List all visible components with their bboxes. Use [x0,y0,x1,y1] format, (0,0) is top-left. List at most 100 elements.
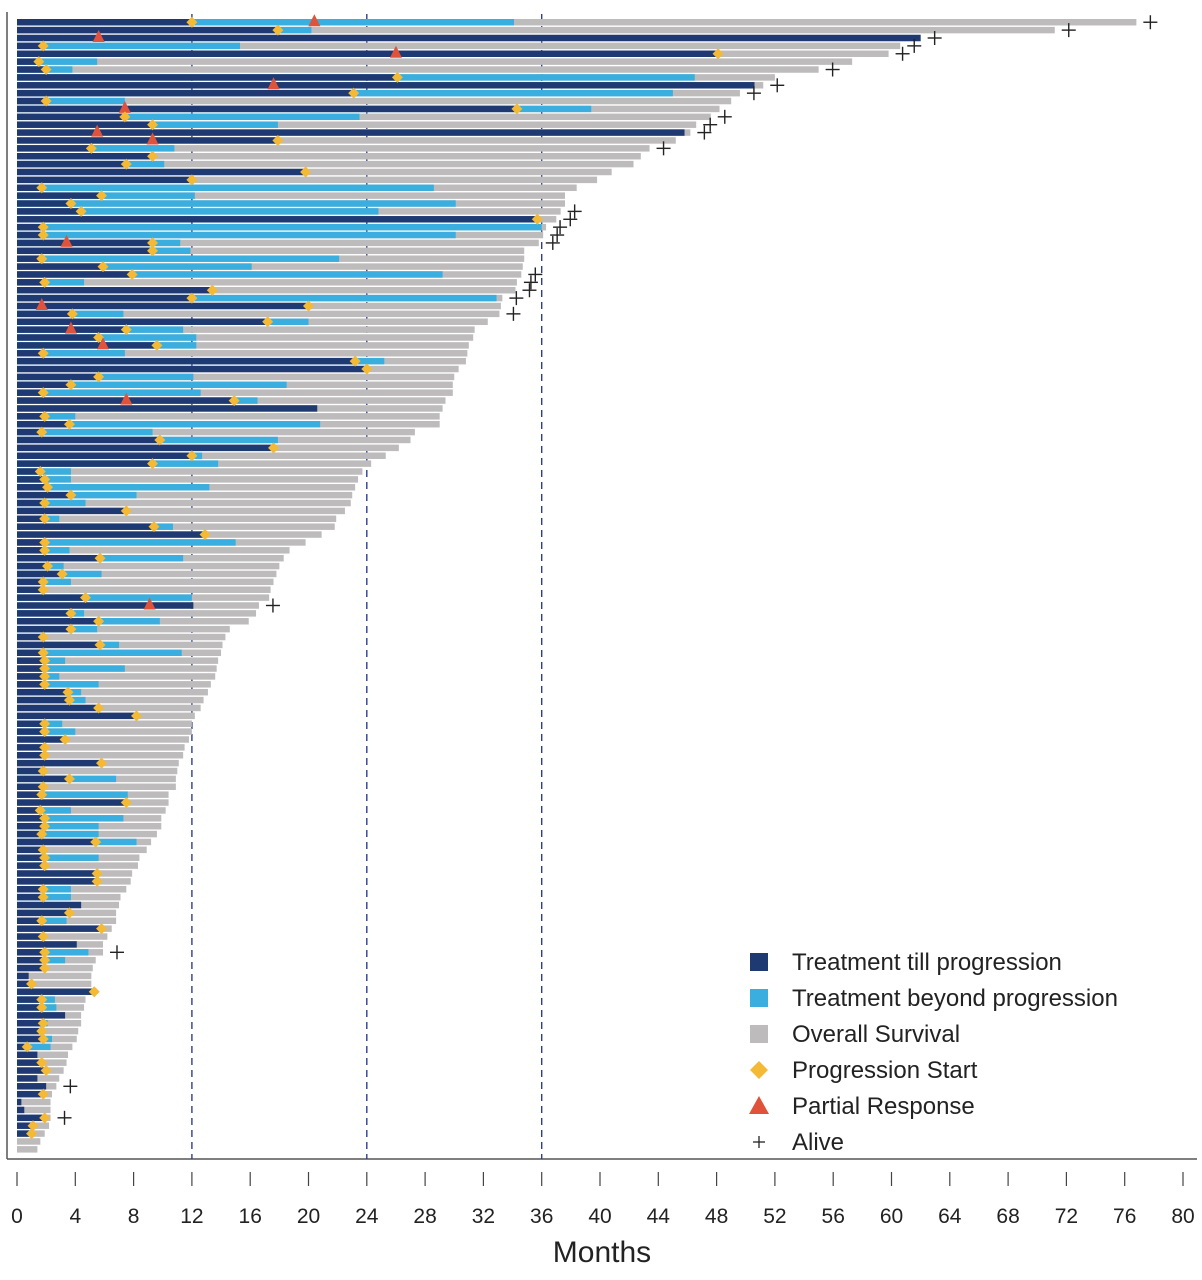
partial-response-marker [308,14,321,27]
progression-start-marker [36,182,48,194]
progression-start-marker [39,497,51,509]
progression-start-marker [91,867,103,879]
progression-start-marker [147,458,159,470]
treatment-till-progression-bar [17,420,70,428]
treatment-beyond-bar [17,381,287,389]
treatment-beyond-bar [17,791,128,798]
partial-response-marker [35,297,48,310]
os-bar [17,933,108,940]
progression-start-marker [36,789,48,801]
x-tick-label: 52 [763,1205,786,1228]
treatment-till-progression-bar [17,712,137,720]
treatment-beyond-bar [17,58,98,65]
treatment-till-progression-bar [17,255,42,262]
os-bar [17,239,539,247]
treatment-till-progression-bar [17,838,96,846]
treatment-beyond-bar [17,815,124,822]
treatment-till-progression-bar [17,223,44,231]
progression-start-marker [120,505,132,517]
progression-start-marker [147,245,159,257]
treatment-beyond-bar [17,1043,51,1051]
progression-start-marker [39,670,51,682]
treatment-till-progression-bar [17,783,44,791]
progression-start-marker [272,24,284,36]
os-bar [17,145,650,152]
os-bar [17,578,274,586]
progression-start-marker [39,954,51,966]
treatment-till-progression-bar [17,302,309,310]
progression-start-marker [75,205,87,217]
treatment-till-progression-bar [17,1083,47,1090]
progression-start-marker [36,994,48,1006]
os-bar [17,373,455,381]
progression-start-marker [154,434,166,446]
treatment-beyond-bar [17,97,125,105]
os-bar [17,263,523,270]
progression-start-marker [33,56,45,68]
progression-start-marker [40,95,52,107]
x-tick-label: 36 [530,1205,553,1228]
os-bar [17,499,351,507]
plot-frame [6,12,1197,1160]
progression-start-marker [39,544,51,556]
progression-start-marker [27,1120,39,1132]
treatment-beyond-bar [17,42,240,50]
treatment-beyond-bar [17,681,99,688]
treatment-beyond-bar [17,484,210,491]
os-bar [17,66,819,73]
x-tick-label: 28 [413,1205,436,1228]
progression-start-marker [37,1033,49,1045]
progression-start-marker [36,253,48,265]
treatment-till-progression-bar [17,484,48,491]
os-bar [17,507,345,515]
x-tick-label: 32 [472,1205,495,1228]
x-tick-label: 4 [69,1205,81,1228]
x-tick-label: 68 [996,1205,1019,1228]
treatment-till-progression-bar [17,554,101,562]
progression-start-marker [93,615,105,627]
treatment-till-progression-bar [17,491,71,499]
os-bar [17,610,257,617]
treatment-beyond-bar [17,350,125,357]
treatment-till-progression-bar [17,901,82,909]
progression-start-marker [39,513,51,525]
progression-start-marker [36,1057,48,1069]
progression-start-marker [39,276,51,288]
treatment-beyond-bar [17,271,443,278]
treatment-till-progression-bar [17,294,192,302]
treatment-till-progression-bar [17,949,45,956]
x-tick-label: 76 [1113,1205,1136,1228]
os-bar [17,673,216,680]
treatment-till-progression-bar [17,113,125,121]
treatment-beyond-bar [17,822,99,830]
treatment-till-progression-bar [17,862,45,869]
treatment-till-progression-bar [17,830,42,838]
os-bar [17,192,566,199]
treatment-till-progression-bar [17,578,44,586]
treatment-till-progression-bar [17,641,101,649]
os-bar [17,247,525,255]
progression-start-marker [348,87,360,99]
partial-response-marker [60,234,73,247]
x-tick-label: 44 [647,1205,671,1228]
progression-start-marker [63,773,75,785]
progression-start-marker [37,576,49,588]
treatment-beyond-bar [17,491,137,499]
treatment-till-progression-bar [17,807,41,814]
partial-response-marker [91,124,104,137]
os-bar [17,97,732,105]
legend-swatch-pr [749,1096,769,1114]
progression-start-marker [37,1017,49,1029]
progression-start-marker [39,741,51,753]
treatment-beyond-bar [17,499,86,507]
progression-start-marker [37,347,49,359]
treatment-till-progression-bar [17,681,45,688]
os-bar [17,1075,60,1082]
legend: Treatment till progression Treatment beyo… [749,949,1118,1156]
treatment-till-progression-bar [17,34,921,42]
treatment-till-progression-bar [17,775,70,783]
treatment-till-progression-bar [17,381,71,389]
os-bar [17,704,201,712]
treatment-till-progression-bar [17,870,98,877]
